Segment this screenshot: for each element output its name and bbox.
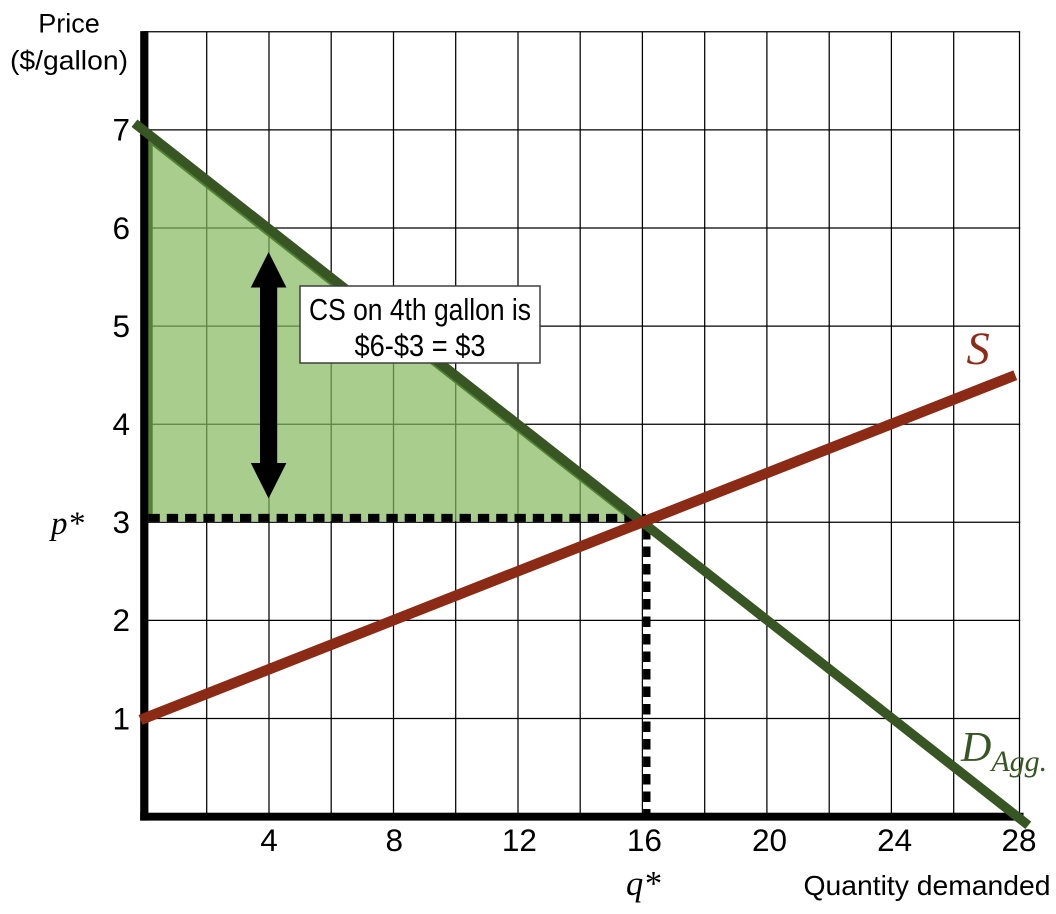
svg-text:8: 8 <box>386 822 404 858</box>
svg-text:16: 16 <box>627 822 662 858</box>
svg-text:($/gallon): ($/gallon) <box>10 46 128 76</box>
svg-text:1: 1 <box>112 700 130 736</box>
svg-text:7: 7 <box>112 112 130 148</box>
svg-text:p*: p* <box>49 506 85 542</box>
svg-text:24: 24 <box>877 822 912 858</box>
svg-text:4: 4 <box>260 822 278 858</box>
svg-text:3: 3 <box>112 504 130 540</box>
svg-text:S: S <box>967 324 990 375</box>
svg-text:Quantity demanded: Quantity demanded <box>804 870 1051 901</box>
svg-text:6: 6 <box>112 210 130 246</box>
svg-text:$6-$3 = $3: $6-$3 = $3 <box>355 328 486 363</box>
svg-text:q*: q* <box>626 865 661 903</box>
svg-text:12: 12 <box>502 822 537 858</box>
svg-text:28: 28 <box>1001 822 1036 858</box>
svg-text:20: 20 <box>752 822 787 858</box>
svg-text:4: 4 <box>112 406 130 442</box>
svg-text:CS on 4th gallon is: CS on 4th gallon is <box>309 292 531 327</box>
svg-text:5: 5 <box>112 308 130 344</box>
svg-text:Price: Price <box>38 9 100 39</box>
svg-text:2: 2 <box>112 602 130 638</box>
